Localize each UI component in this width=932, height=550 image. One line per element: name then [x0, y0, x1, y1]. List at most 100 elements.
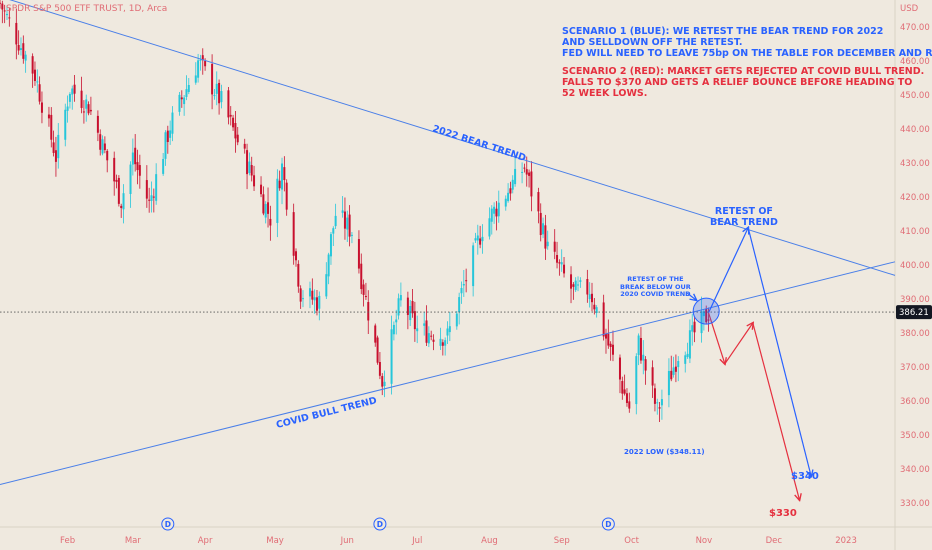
last-price-tag	[896, 305, 932, 320]
symbol-label: SPDR S&P 500 ETF TRUST, 1D, Arca	[6, 4, 168, 14]
candle-body	[346, 217, 349, 230]
candle-body	[628, 401, 631, 409]
candle-body	[313, 297, 316, 301]
candle-body	[509, 188, 512, 194]
candle-body	[430, 335, 433, 337]
candle-body	[15, 22, 18, 45]
candle-body	[523, 167, 526, 169]
retest-bear-note: RETEST OF BEAR TREND	[710, 206, 778, 228]
candle-body	[17, 44, 20, 51]
retest-break-note: RETEST OF THE BREAK BELOW OUR 2020 COVID…	[620, 275, 691, 298]
candle-body	[481, 236, 484, 242]
candle-body	[297, 263, 300, 287]
candle-body	[152, 196, 155, 198]
candle-body	[99, 134, 102, 150]
candle-body	[281, 163, 284, 190]
candle-body	[117, 177, 120, 204]
y-tick-label: 410.00	[900, 227, 930, 237]
candle-body	[653, 388, 656, 404]
candle-body	[397, 298, 400, 316]
candle-body	[511, 179, 514, 190]
candle-body	[688, 330, 691, 359]
candle-body	[439, 338, 442, 346]
candle-body	[103, 143, 106, 151]
y-tick-label: 400.00	[900, 261, 930, 271]
candle-body	[416, 328, 419, 332]
candle-body	[357, 239, 360, 269]
candle-body	[169, 130, 172, 138]
candle-body	[611, 344, 614, 355]
candle-body	[38, 84, 41, 102]
candle-body	[472, 245, 475, 287]
candle-body	[607, 333, 610, 346]
candle-body	[269, 218, 272, 226]
candle-body	[362, 284, 365, 295]
candle-body	[248, 161, 251, 173]
x-tick-label: Oct	[624, 536, 639, 546]
candle-body	[686, 353, 689, 357]
candle-body	[197, 60, 200, 78]
scenario2-path-segment	[752, 322, 800, 500]
scenario2-path-segment	[707, 312, 725, 364]
candle-body	[129, 164, 132, 194]
candle-body	[155, 174, 158, 201]
candle-body	[381, 376, 384, 387]
candle-body	[376, 337, 379, 363]
candle-body	[350, 234, 353, 236]
candle-body	[201, 55, 204, 61]
x-tick-label: May	[266, 536, 284, 546]
candle-body	[406, 297, 409, 315]
x-tick-label: Sep	[554, 536, 570, 546]
event-marker-label: D	[377, 520, 383, 529]
candle-body	[5, 13, 8, 16]
event-marker	[373, 517, 387, 531]
candle-body	[87, 104, 90, 114]
candle-body	[308, 288, 311, 297]
projections	[686, 228, 811, 500]
x-tick-label: Mar	[125, 536, 142, 546]
candles	[0, 0, 710, 423]
y-unit-label: USD	[900, 4, 919, 14]
candle-body	[227, 90, 230, 118]
candle-body	[166, 130, 169, 143]
candle-body	[283, 167, 286, 181]
candle-body	[455, 313, 458, 327]
candle-body	[539, 212, 542, 236]
candle-body	[24, 54, 27, 61]
x-tick-label: 2023	[835, 536, 857, 546]
candle-body	[374, 325, 377, 343]
last-price-label: 386.21	[899, 308, 929, 318]
candle-body	[113, 157, 116, 182]
candle-body	[558, 262, 561, 264]
candle-body	[0, 2, 1, 4]
candle-body	[131, 152, 134, 165]
candle-body	[423, 323, 426, 326]
candle-body	[546, 241, 549, 247]
y-tick-label: 460.00	[900, 57, 930, 67]
candle-body	[315, 297, 318, 311]
candle-body	[577, 284, 580, 286]
candle-body	[299, 288, 302, 302]
candle-body	[31, 56, 34, 74]
candle-body	[474, 238, 477, 241]
scenario1-note: SCENARIO 1 (BLUE): WE RETEST THE BEAR TR…	[562, 26, 932, 59]
candle-body	[542, 223, 545, 235]
candle-body	[413, 311, 416, 330]
candle-body	[329, 234, 332, 257]
candle-body	[82, 111, 85, 113]
candle-body	[292, 212, 295, 256]
candle-body	[122, 193, 125, 210]
y-tick-label: 340.00	[900, 465, 930, 475]
candle-body	[183, 97, 186, 105]
x-tick-label: Feb	[60, 536, 75, 546]
candle-body	[570, 274, 573, 289]
scenario2-note: SCENARIO 2 (RED): MARKET GETS REJECTED A…	[562, 66, 925, 99]
candle-body	[493, 206, 496, 214]
candle-body	[285, 182, 288, 210]
candle-body	[553, 241, 556, 252]
candle-body	[364, 295, 367, 298]
x-tick-label: Jun	[340, 536, 354, 546]
candle-body	[52, 142, 55, 153]
event-marker	[601, 517, 615, 531]
